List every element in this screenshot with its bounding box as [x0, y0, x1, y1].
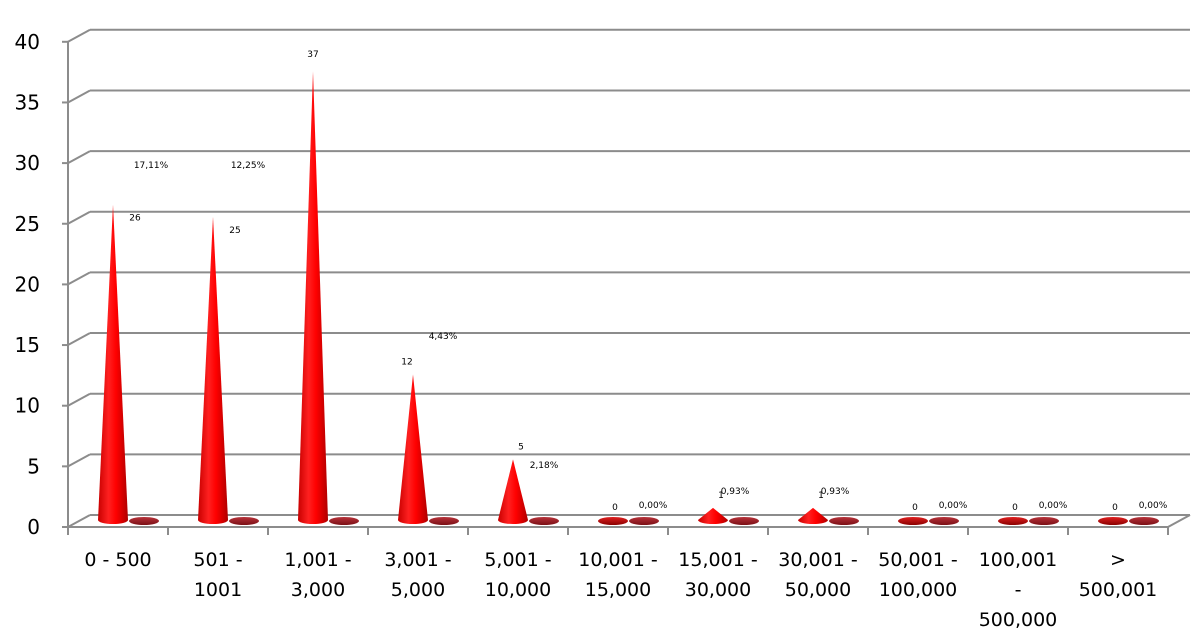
x-tick-label: 15,001 - [678, 549, 757, 571]
x-tick-label: 30,001 - [778, 549, 857, 571]
gridline-side [67, 271, 91, 286]
cone-bar-zero [1098, 517, 1128, 525]
data-label-percent: 17,11% [134, 161, 169, 171]
y-tick-label: 20 [15, 272, 40, 296]
data-label-percent: 12,25% [231, 161, 266, 171]
y-tick-label: 35 [15, 90, 40, 114]
x-tick-label: 50,001 - [878, 549, 957, 571]
data-marks [98, 71, 1159, 525]
y-tick-label: 10 [15, 394, 40, 418]
x-tick-label: 15,000 [585, 579, 651, 601]
x-tick-label: 1001 [194, 579, 242, 601]
data-label-percent: 0,00% [1039, 501, 1068, 511]
y-tick-label: 15 [15, 333, 40, 357]
y-tick-label: 5 [27, 454, 40, 478]
x-tick-label: 100,000 [879, 579, 958, 601]
x-tick-label: 50,000 [785, 579, 851, 601]
cone-bar [198, 216, 228, 524]
disc-bar [329, 517, 359, 525]
cone-bar [298, 71, 328, 524]
y-tick-label: 25 [15, 212, 40, 236]
x-tick-label: 30,000 [685, 579, 751, 601]
disc-bar [1029, 517, 1059, 525]
x-tick-label: > [1110, 549, 1126, 571]
data-label-value: 26 [129, 214, 141, 224]
x-tick-label: 3,001 - [384, 549, 451, 571]
gridlines [67, 28, 1190, 528]
x-tick-label: 500,000 [979, 609, 1058, 631]
x-tick-label: 0 - 500 [84, 549, 151, 571]
gridline-side [67, 453, 91, 468]
data-label-value: 1 [718, 491, 724, 501]
x-tick-label: 100,001 [979, 549, 1058, 571]
x-tick-label: 10,001 - [578, 549, 657, 571]
data-label-value: 1 [818, 491, 824, 501]
cone-bar-zero [598, 517, 628, 525]
x-tick-label: 3,000 [291, 579, 345, 601]
gridline-side [67, 28, 91, 43]
data-label-percent: 0,00% [939, 501, 968, 511]
data-label-value: 0 [912, 503, 918, 513]
x-tick-label: 501 - [193, 549, 242, 571]
data-label-value: 0 [1012, 503, 1018, 513]
disc-bar [1129, 517, 1159, 525]
y-tick-label: 40 [15, 30, 40, 54]
data-label-value: 0 [612, 503, 618, 513]
disc-bar [129, 517, 159, 525]
x-tick-label: 1,001 - [284, 549, 351, 571]
cone-bar [798, 507, 828, 524]
cone-bar [398, 374, 428, 524]
data-label-value: 25 [229, 226, 240, 236]
cone-bar [498, 459, 528, 524]
gridline-side [67, 332, 91, 346]
gridline-side [67, 392, 91, 407]
disc-bar [829, 517, 859, 525]
gridline-side [67, 210, 91, 225]
x-tick-label: 10,000 [485, 579, 551, 601]
disc-bar [629, 517, 659, 525]
data-label-percent: 4,43% [429, 332, 458, 342]
x-tick-label: - [1015, 579, 1022, 601]
data-label-value: 12 [401, 357, 412, 367]
floor-right-edge [1167, 514, 1191, 528]
cone-bar [98, 204, 128, 524]
data-label-percent: 0,00% [639, 501, 668, 511]
data-label-percent: 0,00% [1139, 501, 1168, 511]
x-tick-label: 500,001 [1079, 579, 1158, 601]
cone-bar-zero [998, 517, 1028, 525]
x-tick-label: 5,000 [391, 579, 445, 601]
disc-bar [229, 517, 259, 525]
y-tick-label: 0 [27, 515, 40, 539]
gridline-side [67, 514, 91, 528]
disc-bar [729, 517, 759, 525]
disc-bar [529, 517, 559, 525]
data-label-value: 5 [518, 442, 524, 452]
cone-bar-zero [898, 517, 928, 525]
data-label-value: 37 [307, 50, 318, 60]
gridline-side [67, 89, 91, 104]
disc-bar [929, 517, 959, 525]
data-label-percent: 0,93% [721, 487, 750, 497]
data-label-value: 0 [1112, 503, 1118, 513]
data-label-percent: 0,93% [821, 487, 850, 497]
data-label-percent: 2,18% [530, 461, 559, 471]
x-tick-label: 5,001 - [484, 549, 551, 571]
disc-bar [429, 517, 459, 525]
y-tick-label: 30 [15, 151, 40, 175]
gridline-side [67, 150, 91, 164]
cone-bar [698, 507, 728, 524]
